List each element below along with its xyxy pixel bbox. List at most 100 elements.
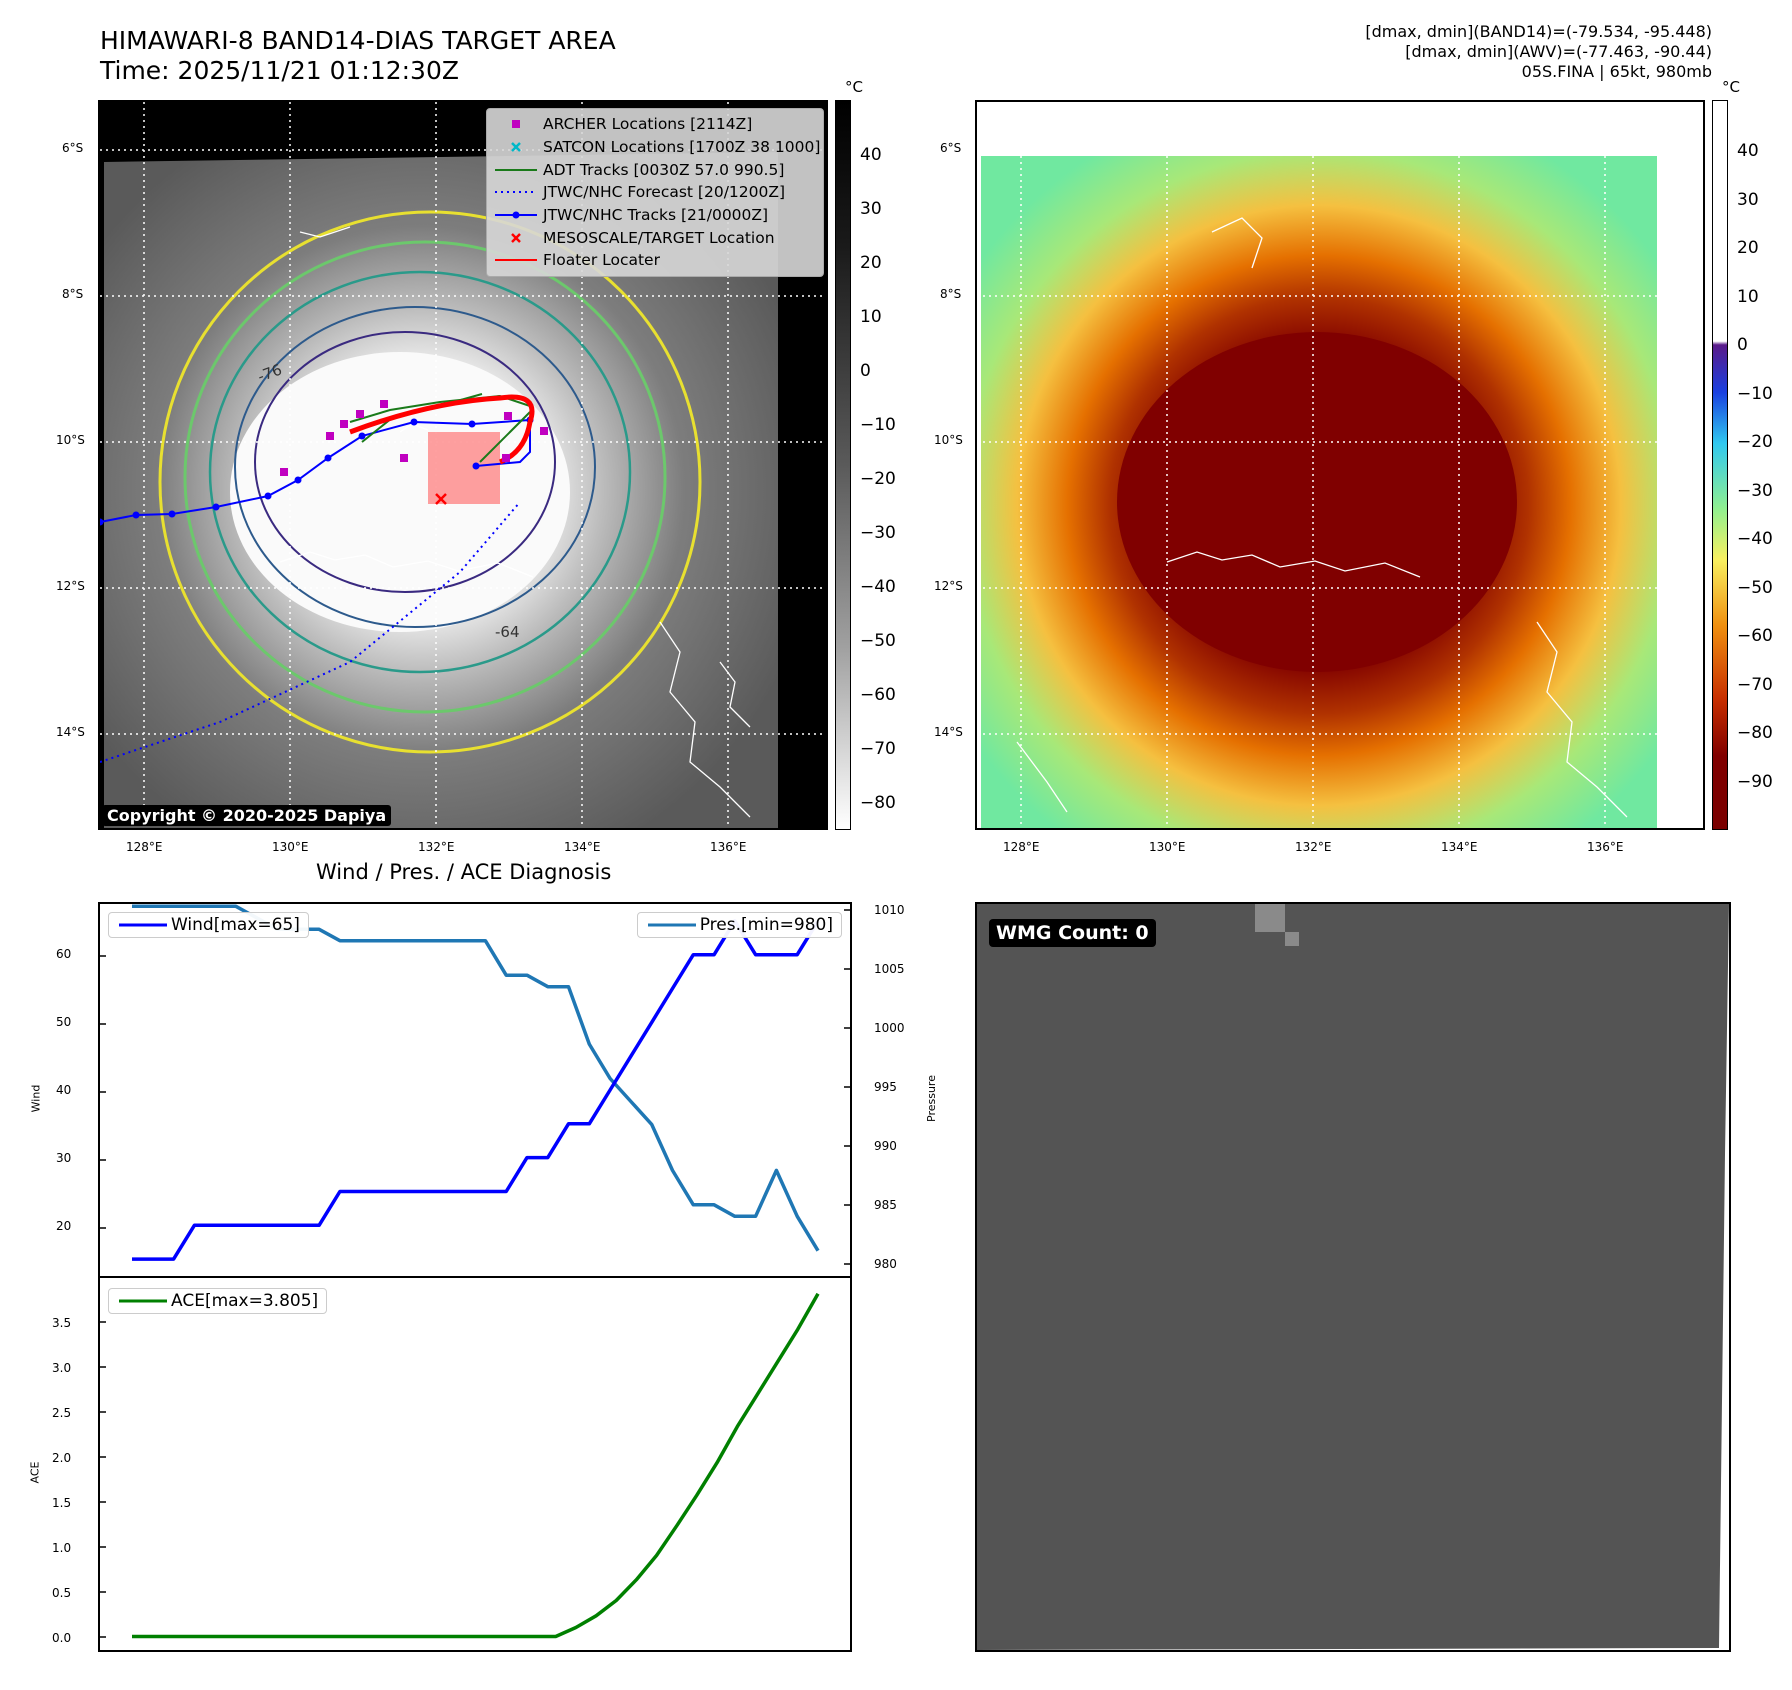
legend-archer-label: ARCHER Locations [2114Z] [543,115,753,134]
pressure-tick: 990 [874,1139,897,1153]
awv-lat-tick: 10°S [934,433,963,447]
ace-legend-label: ACE[max=3.805] [171,1291,319,1311]
legend-forecast: JTWC/NHC Forecast [20/1200Z] [493,181,815,204]
legend-forecast-label: JTWC/NHC Forecast [20/1200Z] [543,183,786,202]
coastlines [1016,217,1628,818]
ir-colorbar-tick: −40 [860,577,896,597]
awv-lon-tick: 132°E [1295,840,1332,854]
copyright-badge: Copyright © 2020-2025 Dapiya [102,805,392,826]
ace-axis-label: ACE [28,1461,42,1484]
ace-tick: 1.0 [52,1541,72,1555]
ace-tick: 0.5 [52,1586,72,1600]
awv-colorbar-tick: 20 [1737,238,1759,258]
graticule [977,102,1703,828]
ir-colorbar-tick: −10 [860,415,896,435]
legend-satcon: SATCON Locations [1700Z 38 1000] [493,136,820,159]
contour-teal [208,270,632,674]
figure-title: HIMAWARI-8 BAND14-DIAS TARGET AREA Time:… [100,26,616,86]
stat-band14: [dmax, dmin](BAND14)=(-79.534, -95.448) [1365,22,1712,41]
ace-tick: 1.5 [52,1496,72,1510]
wind-tick: 60 [56,947,72,961]
ir-lat-tick: 10°S [56,433,85,447]
ir-colorbar-tick: 40 [860,145,882,165]
ace-tick: 0.0 [52,1631,72,1645]
awv-image-panel [975,100,1705,830]
contour-blue [234,306,596,628]
coastlines [279,226,751,818]
awv-colorbar-tick: −50 [1737,578,1773,598]
ir-colorbar-tick: −60 [860,685,896,705]
wind-line [132,919,820,1261]
line-dot-icon [495,211,537,219]
wind-pressure-plot: Wind[max=65] Pres.[min=980] [98,902,852,1278]
ir-colorbar-tick: 20 [860,253,882,273]
ir-colorbar-tick: −50 [860,631,896,651]
wind-tick: 30 [56,1151,72,1165]
legend-mesoscale: MESOSCALE/TARGET Location [493,226,815,249]
legend-archer: ARCHER Locations [2114Z] [493,113,815,136]
ir-colorbar-unit: °C [845,78,863,96]
ir-colorbar-tick: −70 [860,739,896,759]
awv-lon-tick: 134°E [1441,840,1478,854]
ace-tick: 2.5 [52,1406,72,1420]
track-legend: ARCHER Locations [2114Z] SATCON Location… [486,108,824,277]
legend-floater-label: Floater Locater [543,251,660,270]
ir-colorbar-tick: 10 [860,307,882,327]
diag-title: Wind / Pres. / ACE Diagnosis [316,860,612,884]
ir-colorbar-tick: 0 [860,361,871,381]
ir-image-panel: -76 -64 [98,100,828,830]
ir-lon-tick: 136°E [710,840,747,854]
legend-jtwc: JTWC/NHC Tracks [21/0000Z] [493,204,815,227]
ir-lat-tick: 6°S [62,141,84,155]
x-marker-icon [511,142,521,152]
legend-adt: ADT Tracks [0030Z 57.0 990.5] [493,158,815,181]
ace-plot: ACE[max=3.805] [98,1276,852,1652]
wmg-pixel-block [1285,932,1299,946]
awv-lat-tick: 14°S [934,725,963,739]
pressure-tick: 1005 [874,962,905,976]
ace-tick: 3.5 [52,1316,72,1330]
mesoscale-target-marker [435,493,447,505]
ir-image: -76 -64 [100,102,826,828]
x-marker-icon [511,232,521,243]
wmg-field [977,904,1729,1650]
wind-axis-label: Wind [29,1084,43,1113]
ir-lat-tick: 12°S [56,579,85,593]
stat-awv: [dmax, dmin](AWV)=(-77.463, -90.44) [1405,42,1712,61]
floater-track [349,394,535,465]
wind-tick: 40 [56,1083,72,1097]
line-icon [495,259,537,262]
pressure-legend-label: Pres.[min=980] [699,915,833,935]
awv-lon-tick: 128°E [1003,840,1040,854]
stat-storm: 05S.FINA | 65kt, 980mb [1521,62,1712,81]
legend-satcon-label: SATCON Locations [1700Z 38 1000] [543,138,821,157]
ir-colorbar-tick: 30 [860,199,882,219]
legend-adt-label: ADT Tracks [0030Z 57.0 990.5] [543,160,785,179]
awv-colorbar-tick: 10 [1737,287,1759,307]
archer-points [280,400,548,476]
title-line-1: HIMAWARI-8 BAND14-DIAS TARGET AREA [100,26,616,55]
pressure-tick: 1000 [874,1021,905,1035]
wind-legend: Wind[max=65] [108,912,309,938]
awv-colorbar-tick: −10 [1737,384,1773,404]
ir-colorbar [835,100,851,830]
ace-tick: 2.0 [52,1451,72,1465]
pressure-line [132,904,820,1252]
awv-lon-tick: 136°E [1587,840,1624,854]
ir-lat-tick: 8°S [62,287,84,301]
contour-indigo [254,331,556,593]
awv-colorbar-tick: 0 [1737,335,1748,355]
wmg-image [977,904,1729,1650]
contour-yellow [158,210,702,754]
wmg-panel: WMG Count: 0 [975,902,1731,1652]
awv-lat-tick: 8°S [940,287,962,301]
ir-lon-tick: 130°E [272,840,309,854]
awv-colorbar-tick: −60 [1737,626,1773,646]
pressure-axis-label: Pressure [924,1075,938,1122]
awv-colorbar-tick: −30 [1737,481,1773,501]
legend-jtwc-label: JTWC/NHC Tracks [21/0000Z] [543,206,769,225]
awv-colorbar-tick: −40 [1737,529,1773,549]
ir-lon-tick: 134°E [564,840,601,854]
awv-colorbar [1712,100,1728,830]
ace-legend: ACE[max=3.805] [108,1288,328,1314]
